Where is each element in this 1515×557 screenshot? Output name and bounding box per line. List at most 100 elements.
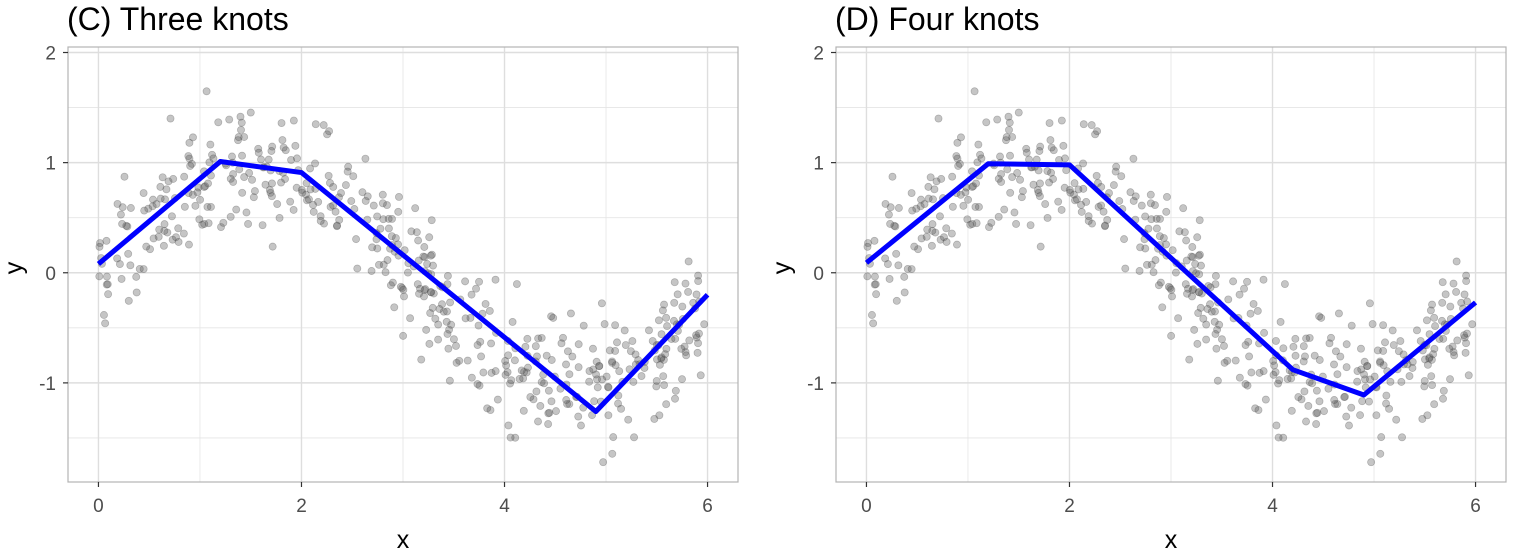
data-point (1385, 404, 1394, 413)
data-point (102, 236, 111, 245)
data-point (1163, 193, 1171, 201)
data-point (506, 433, 515, 442)
data-point (185, 154, 194, 163)
data-point (1324, 384, 1333, 393)
data-point (1094, 202, 1103, 211)
data-point (1342, 340, 1351, 349)
data-point (504, 421, 513, 430)
data-point (1463, 297, 1472, 306)
data-point (997, 177, 1006, 186)
data-point (932, 177, 941, 186)
data-point (1439, 386, 1448, 395)
data-point (985, 223, 993, 232)
data-point (420, 243, 429, 251)
data-point (268, 242, 277, 251)
data-point (510, 356, 519, 365)
data-point (1247, 368, 1256, 377)
data-point (1243, 381, 1252, 390)
data-point (1259, 367, 1268, 376)
data-point (1049, 175, 1057, 183)
data-point (1194, 309, 1203, 317)
data-point (1315, 356, 1324, 364)
data-point (562, 396, 571, 404)
scatter-points (863, 87, 1477, 467)
data-point (1441, 290, 1450, 299)
data-point (329, 183, 338, 191)
data-point (1363, 361, 1372, 370)
data-point (1365, 299, 1374, 308)
data-point (1420, 382, 1429, 391)
data-point (614, 391, 623, 400)
data-point (1018, 187, 1027, 196)
data-point (1430, 344, 1439, 353)
data-point (1043, 214, 1052, 222)
data-point (265, 186, 274, 194)
panel-title: (D) Four knots (835, 1, 1039, 37)
data-point (1439, 334, 1448, 343)
data-point (278, 136, 287, 145)
data-point (1093, 127, 1102, 136)
data-point (139, 189, 148, 197)
data-point (959, 201, 968, 210)
data-point (653, 355, 661, 364)
data-point (368, 243, 377, 252)
data-point (566, 309, 575, 318)
data-point (504, 351, 513, 360)
data-point (1235, 373, 1244, 382)
data-point (174, 238, 183, 246)
data-point (139, 265, 148, 273)
data-point (115, 260, 124, 269)
data-point (1425, 353, 1434, 362)
data-point (1217, 335, 1226, 344)
data-point (1168, 246, 1177, 255)
data-point (103, 280, 112, 289)
data-point (585, 377, 594, 386)
data-point (277, 119, 286, 128)
data-point (201, 182, 210, 191)
data-point (696, 371, 705, 380)
data-point (1381, 338, 1389, 347)
data-point (387, 232, 396, 241)
data-point (864, 239, 872, 248)
data-point (479, 368, 488, 377)
data-point (420, 253, 429, 262)
data-point (1423, 360, 1432, 369)
data-point (1408, 357, 1417, 366)
data-point (1179, 204, 1188, 213)
data-point (309, 200, 317, 209)
data-point (1002, 133, 1011, 142)
data-point (1382, 399, 1391, 408)
data-point (228, 152, 236, 161)
data-point (1249, 299, 1258, 308)
data-point (467, 290, 476, 299)
data-point (289, 116, 298, 125)
data-point (1220, 341, 1228, 350)
data-point (977, 154, 986, 163)
data-point (968, 183, 977, 191)
data-point (461, 277, 470, 286)
data-point (254, 148, 263, 157)
data-point (195, 215, 204, 224)
data-point (277, 178, 286, 187)
data-point (1202, 335, 1211, 344)
data-point (124, 249, 133, 258)
data-point (1136, 243, 1145, 252)
data-point (973, 158, 982, 167)
data-point (1312, 386, 1321, 395)
data-point (891, 222, 900, 231)
data-point (1357, 365, 1366, 374)
data-point (629, 377, 638, 386)
data-point (399, 285, 408, 294)
x-tick-label: 6 (702, 496, 713, 517)
data-point (413, 280, 422, 289)
data-point (376, 224, 385, 233)
data-point (1392, 415, 1401, 424)
data-point (1301, 352, 1309, 361)
data-point (677, 344, 686, 353)
data-point (425, 233, 434, 242)
data-point (275, 214, 284, 222)
data-point (426, 251, 435, 260)
x-tick-label: 0 (861, 496, 872, 517)
data-point (1299, 342, 1308, 351)
data-point (1446, 302, 1455, 311)
